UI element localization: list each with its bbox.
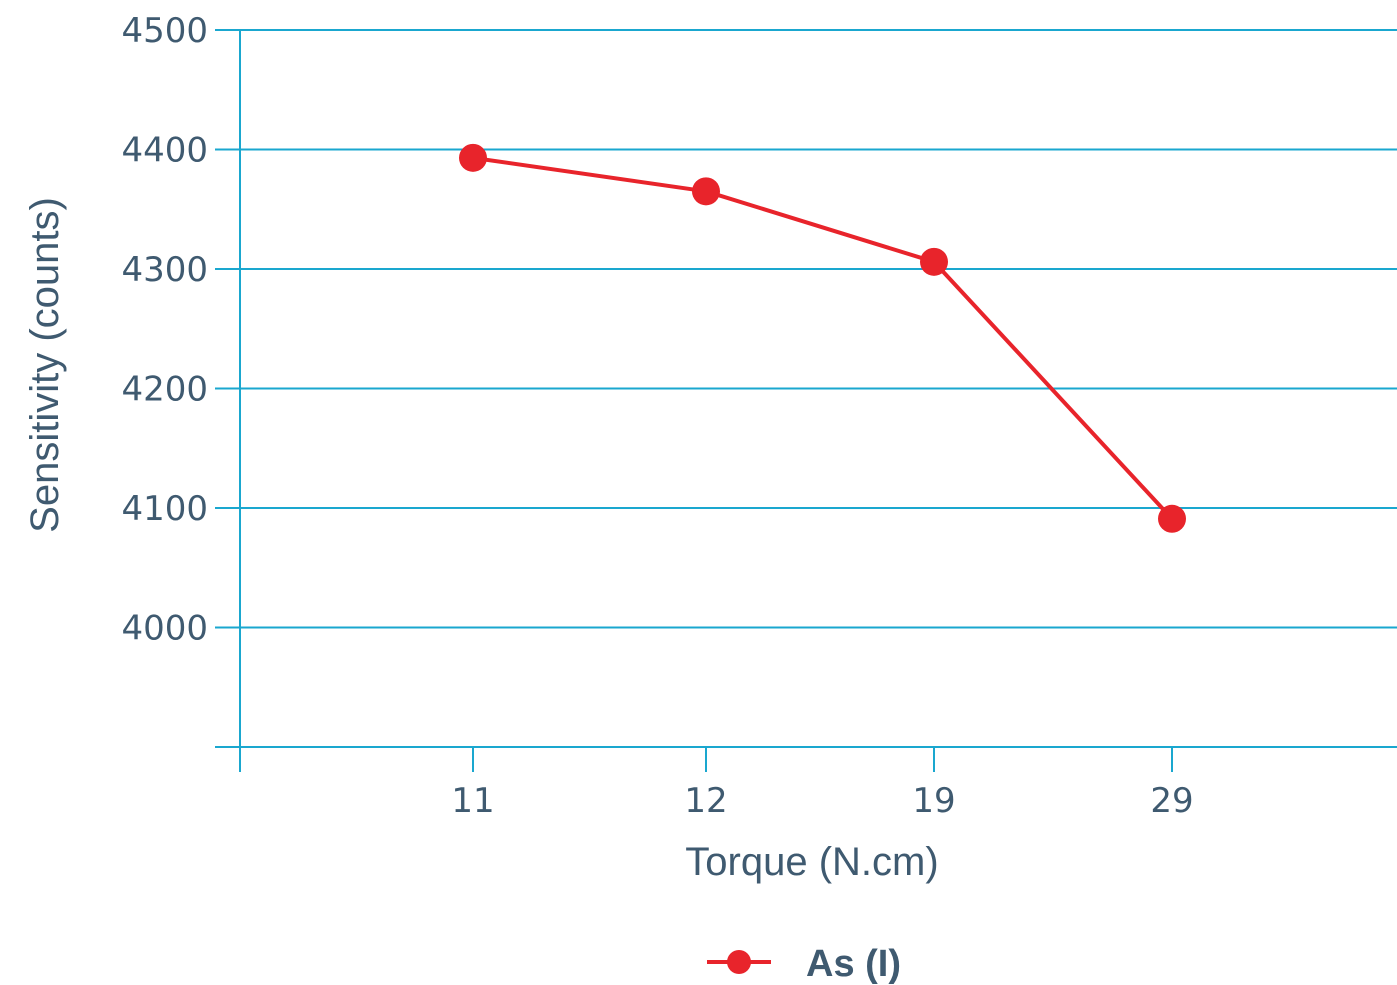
y-tick-label: 4200 [121, 370, 208, 410]
y-tick-label: 4500 [121, 11, 208, 51]
x-tick-label: 12 [684, 781, 727, 821]
y-tick-label: 4000 [121, 609, 208, 649]
y-tick-labels: 4000 4100 4200 4300 4400 4500 [121, 11, 208, 649]
data-point-29 [1158, 504, 1186, 533]
x-tick-label: 19 [912, 781, 955, 821]
axes [215, 30, 1397, 772]
data-point-11 [459, 143, 487, 172]
x-tick-labels: 11 12 19 29 [451, 781, 1193, 821]
legend-dot-marker [727, 950, 751, 974]
data-point-12 [692, 177, 720, 206]
data-point-19 [920, 247, 948, 276]
y-tick-label: 4400 [121, 131, 208, 171]
series-line [472, 155, 1174, 521]
legend: As (I) [707, 943, 901, 985]
series-layer [459, 143, 1186, 533]
x-tick-label: 11 [451, 781, 494, 821]
x-axis-title: Torque (N.cm) [685, 840, 938, 884]
legend-label: As (I) [806, 943, 901, 985]
x-tick-label: 29 [1150, 781, 1193, 821]
y-tick-label: 4300 [121, 250, 208, 290]
grid-lines [215, 29, 1397, 629]
y-tick-label: 4100 [121, 489, 208, 529]
y-axis-title: Sensitivity (counts) [23, 197, 67, 533]
